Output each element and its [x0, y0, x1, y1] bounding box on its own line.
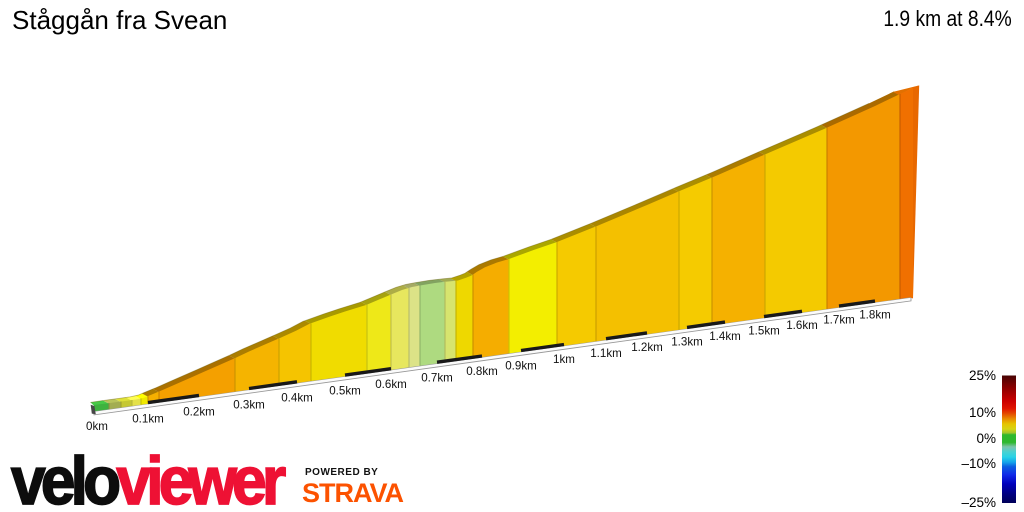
svg-text:0.4km: 0.4km [281, 391, 313, 404]
svg-text:1.3km: 1.3km [671, 335, 703, 348]
svg-text:0%: 0% [976, 431, 996, 446]
svg-text:1km: 1km [553, 353, 575, 366]
svg-text:0.5km: 0.5km [329, 385, 361, 398]
svg-text:0.6km: 0.6km [375, 378, 407, 391]
svg-text:0.1km: 0.1km [132, 413, 164, 426]
svg-text:25%: 25% [969, 368, 996, 383]
svg-text:1.5km: 1.5km [748, 324, 780, 337]
svg-text:0.9km: 0.9km [505, 359, 537, 372]
svg-text:–25%: –25% [961, 495, 996, 510]
svg-text:–10%: –10% [961, 456, 996, 471]
svg-text:1.8km: 1.8km [859, 308, 891, 321]
svg-text:0.8km: 0.8km [466, 365, 498, 378]
svg-text:0.3km: 0.3km [233, 398, 265, 411]
svg-text:10%: 10% [969, 405, 996, 420]
svg-text:1.2km: 1.2km [631, 341, 663, 354]
svg-text:1.6km: 1.6km [786, 319, 818, 332]
svg-text:0.2km: 0.2km [183, 405, 215, 418]
svg-text:0.7km: 0.7km [421, 371, 453, 384]
svg-text:0km: 0km [86, 420, 108, 433]
svg-text:1.7km: 1.7km [823, 314, 855, 327]
svg-text:1.4km: 1.4km [709, 330, 741, 343]
svg-text:1.1km: 1.1km [590, 347, 622, 360]
